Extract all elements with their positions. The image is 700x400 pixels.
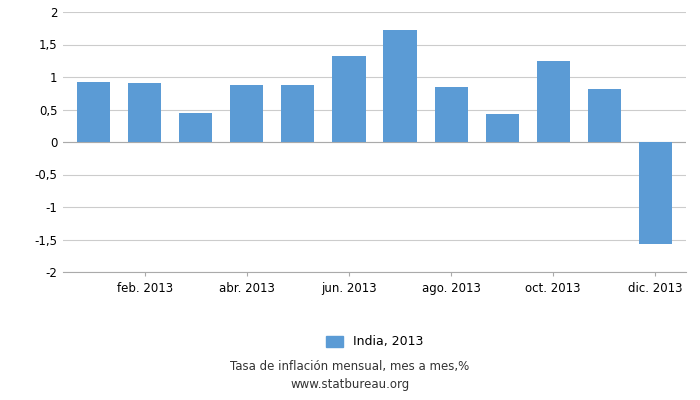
Text: www.statbureau.org: www.statbureau.org (290, 378, 410, 391)
Bar (179, 114, 212, 142)
Bar (230, 85, 263, 142)
Bar (281, 85, 314, 142)
Bar (332, 56, 365, 142)
Bar (588, 89, 621, 142)
Legend: India, 2013: India, 2013 (326, 336, 424, 348)
Bar (77, 82, 110, 142)
Bar (128, 83, 161, 142)
Bar (435, 87, 468, 142)
Bar (639, 142, 672, 244)
Bar (486, 114, 519, 142)
Bar (384, 30, 416, 142)
Text: Tasa de inflación mensual, mes a mes,%: Tasa de inflación mensual, mes a mes,% (230, 360, 470, 373)
Bar (537, 61, 570, 142)
